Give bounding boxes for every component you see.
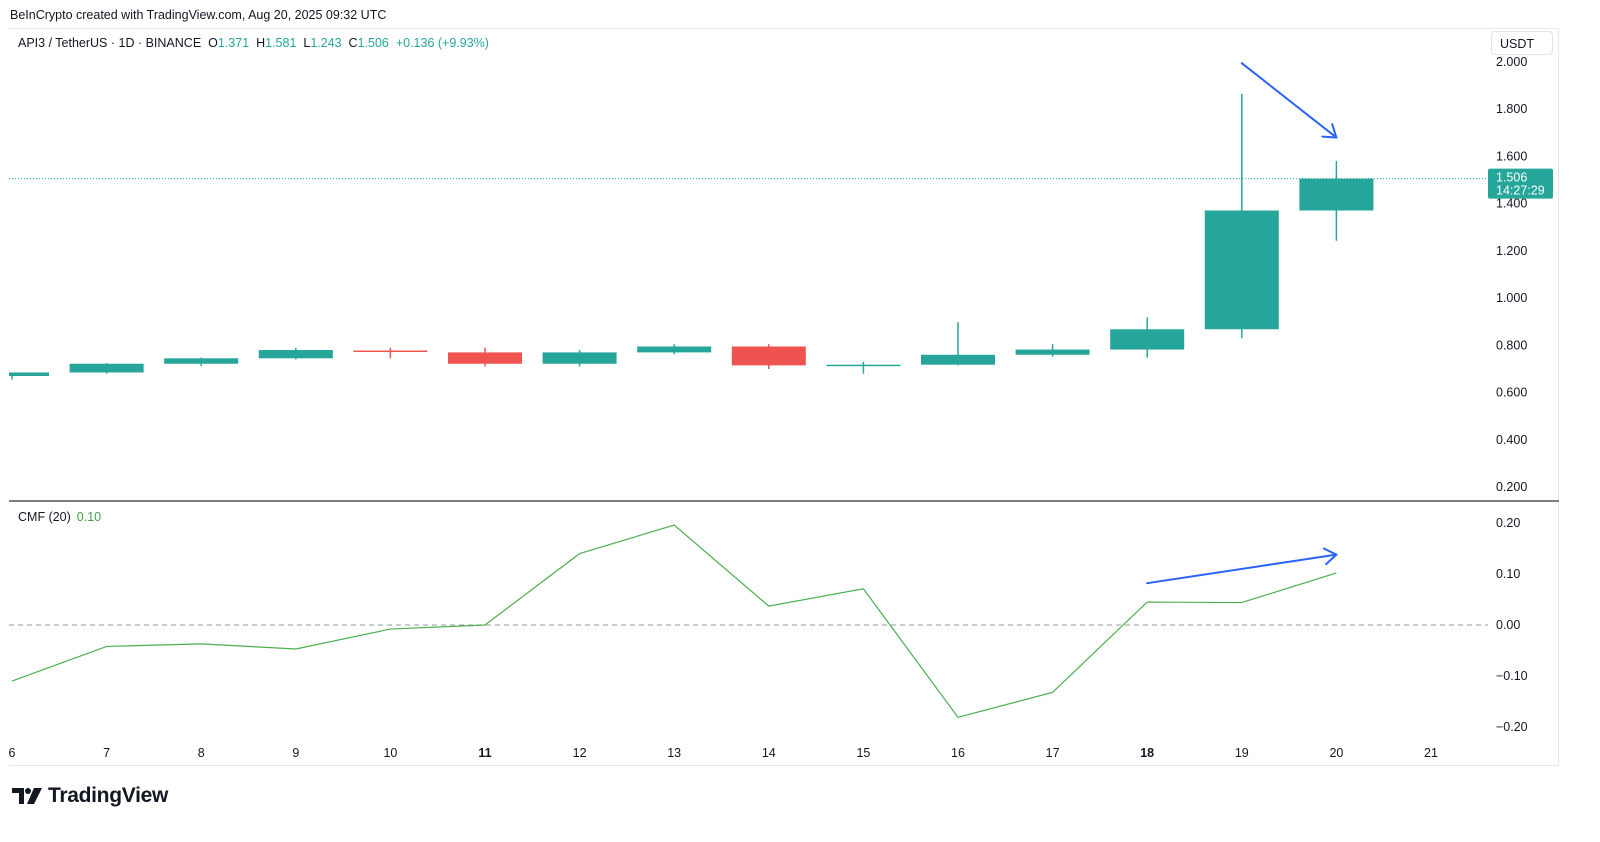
time-tick-label: 21	[1424, 746, 1438, 760]
price-tick-label: 0.600	[1496, 386, 1527, 400]
candle-body	[542, 352, 617, 364]
change-value: +0.136 (+9.93%)	[395, 36, 489, 50]
candle-body	[448, 352, 522, 364]
cmf-annotation-arrow	[1146, 547, 1338, 585]
cmf-tick-label: 0.00	[1496, 618, 1520, 632]
candle-body	[1299, 178, 1374, 211]
price-pane	[9, 93, 1488, 380]
price-tick-label: 0.200	[1496, 480, 1527, 494]
high-value: 1.581	[265, 36, 297, 50]
time-axis[interactable]: 6 7 8 9 10 11 12 13 14 15 16 17 18 19 20 21	[9, 746, 1438, 760]
price-tick-label: 1.200	[1496, 244, 1527, 258]
cmf-tick-label: 0.20	[1496, 516, 1520, 530]
cmf-tick-label: −0.20	[1496, 720, 1528, 734]
time-tick-label: 14	[762, 746, 776, 760]
candle[interactable]	[448, 347, 522, 367]
price-tick-label: 0.800	[1496, 338, 1527, 352]
candle[interactable]	[826, 361, 901, 374]
price-tick-label: 2.000	[1496, 55, 1527, 69]
tradingview-logo[interactable]: TradingView	[12, 784, 168, 808]
close-label: C	[348, 36, 358, 50]
time-tick-label: 6	[9, 746, 16, 760]
cmf-line[interactable]	[11, 524, 1337, 718]
cmf-tick-label: 0.10	[1496, 567, 1520, 581]
cmf-legend[interactable]: CMF (20) 0.10	[18, 510, 101, 524]
candle[interactable]	[1299, 160, 1374, 241]
candle-body	[731, 346, 806, 366]
price-tick-label: 0.400	[1496, 433, 1527, 447]
open-value: 1.371	[217, 36, 250, 50]
arrow-shaft	[1146, 553, 1338, 585]
price-axis[interactable]: 2.000 1.800 1.600 1.400 1.200 1.000 0.800 0.600…	[1496, 55, 1527, 494]
candle-body	[9, 372, 49, 377]
arrow-head	[1322, 547, 1338, 566]
candle-body	[1110, 329, 1185, 350]
open-label: O	[208, 36, 218, 50]
price-tick-label: 1.600	[1496, 149, 1527, 163]
bar-countdown: 14:27:29	[1496, 184, 1545, 198]
candle[interactable]	[921, 322, 995, 366]
candle[interactable]	[9, 372, 49, 380]
time-tick-label: 8	[198, 746, 205, 760]
time-tick-label: 20	[1329, 746, 1343, 760]
candle-body	[921, 354, 995, 365]
candle[interactable]	[1015, 344, 1090, 357]
candle[interactable]	[637, 344, 712, 355]
low-label: L	[303, 36, 311, 50]
time-tick-label: 17	[1046, 746, 1060, 760]
candle-body	[826, 364, 901, 367]
cmf-axis[interactable]: 0.20 0.10 0.00 −0.10 −0.20	[1496, 516, 1528, 734]
time-tick-label: 18	[1140, 746, 1154, 760]
candle[interactable]	[164, 357, 239, 367]
arrow-head	[1321, 123, 1338, 139]
price-annotation-arrow	[1240, 62, 1338, 139]
price-tick-label: 1.000	[1496, 291, 1527, 305]
time-tick-label: 15	[856, 746, 870, 760]
chart-frame	[9, 28, 1559, 766]
last-price-value: 1.506	[1496, 171, 1527, 185]
last-price-badge	[1488, 168, 1553, 199]
time-tick-label: 13	[667, 746, 681, 760]
candle-body	[164, 358, 239, 364]
symbol-title: API3 / TetherUS · 1D · BINANCE	[18, 36, 202, 50]
candle-body	[69, 363, 144, 373]
price-tick-label: 1.400	[1496, 197, 1527, 211]
currency-button[interactable]: USDT	[1491, 31, 1553, 55]
high-label: H	[256, 36, 266, 50]
candle-body	[1015, 349, 1090, 355]
candle[interactable]	[69, 363, 144, 374]
close-value: 1.506	[357, 36, 389, 50]
candle-body	[353, 350, 428, 353]
time-tick-label: 19	[1235, 746, 1249, 760]
tradingview-logo-icon	[12, 788, 42, 804]
low-value: 1.243	[310, 36, 342, 50]
time-tick-label: 12	[573, 746, 587, 760]
candle[interactable]	[731, 344, 806, 369]
time-tick-label: 11	[478, 746, 491, 760]
candle-body	[637, 346, 712, 353]
arrow-shaft	[1240, 62, 1338, 139]
cmf-tick-label: −0.10	[1496, 669, 1528, 683]
candle[interactable]	[1110, 317, 1185, 358]
symbol-legend[interactable]: API3 / TetherUS · 1D · BINANCE O1.371 H1…	[18, 36, 489, 50]
cmf-value: 0.10	[76, 510, 102, 524]
chart-credit: BeInCrypto created with TradingView.com,…	[10, 8, 387, 22]
candle[interactable]	[1204, 93, 1279, 339]
cmf-title: CMF (20)	[18, 510, 71, 524]
time-tick-label: 9	[292, 746, 299, 760]
candle[interactable]	[258, 347, 333, 360]
candle-body	[258, 350, 333, 359]
cmf-pane	[9, 524, 1488, 718]
candle[interactable]	[542, 350, 617, 367]
time-tick-label: 16	[951, 746, 965, 760]
candle[interactable]	[353, 347, 428, 359]
candle-body	[1204, 210, 1279, 330]
tradingview-brand: TradingView	[48, 784, 169, 807]
time-tick-label: 10	[383, 746, 397, 760]
annotations	[1146, 62, 1338, 585]
price-tick-label: 1.800	[1496, 102, 1527, 116]
time-tick-label: 7	[103, 746, 110, 760]
